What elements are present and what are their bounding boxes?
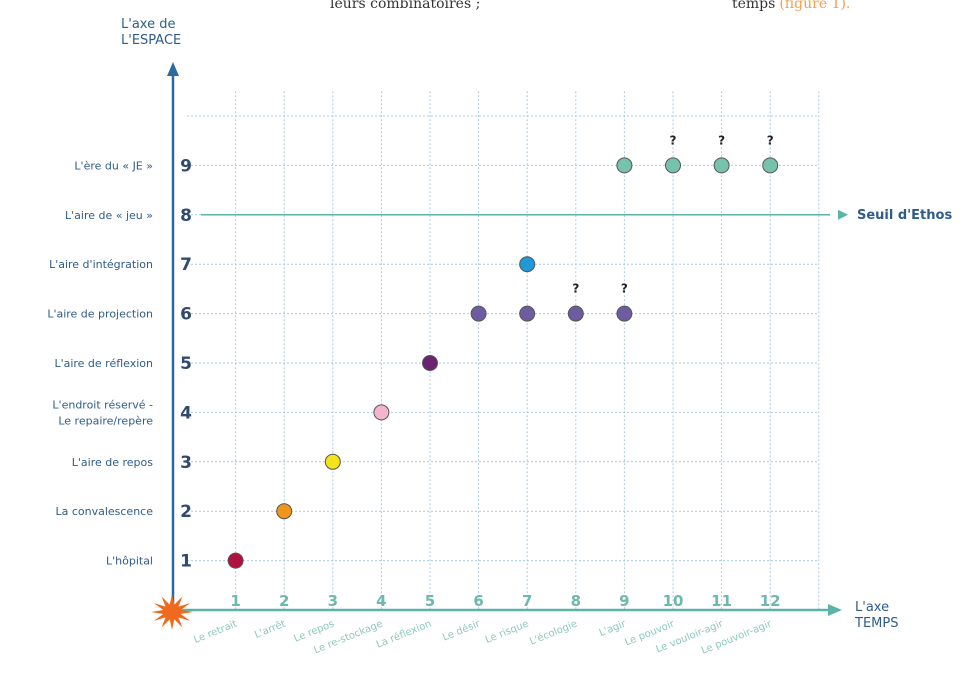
y-category-label: L'aire de « jeu » <box>65 209 153 222</box>
x-tick-label: 1 <box>230 592 240 610</box>
x-axis-title: TEMPS <box>854 616 898 631</box>
x-tick-label: 11 <box>711 592 732 610</box>
data-point <box>616 305 633 322</box>
x-category-label: La réflexion <box>375 618 434 651</box>
x-category-label: L'agir <box>598 618 629 639</box>
data-point <box>227 552 244 569</box>
x-category-label: Le retrait <box>192 619 239 646</box>
data-point <box>324 453 341 470</box>
y-axis-title: L'axe de <box>121 17 175 32</box>
threshold-line-group: Seuil d'Ethos <box>201 208 952 223</box>
x-tick-label: 5 <box>425 592 435 610</box>
y-axis-labels: 1 L'hôpital 2 La convalescence 3 L'aire de re… <box>47 156 192 571</box>
top-text-right: temps (figure 1). <box>732 0 850 12</box>
x-axis-title: L'axe <box>855 600 889 615</box>
data-points: ????? <box>227 133 779 569</box>
top-text-right-prefix: temps <box>732 0 775 12</box>
x-category-label: Le désir <box>441 617 483 643</box>
threshold-label: Seuil d'Ethos <box>857 208 952 223</box>
question-mark: ? <box>621 282 628 296</box>
y-tick-label: 2 <box>180 502 192 522</box>
data-point <box>422 355 438 371</box>
y-category-label: L'aire de repos <box>72 456 154 469</box>
figure-link: (figure 1). <box>779 0 850 12</box>
y-tick-label: 3 <box>180 453 192 473</box>
x-tick-label: 8 <box>571 592 581 610</box>
y-tick-label: 8 <box>180 206 192 226</box>
y-category-label: L'aire d'intégration <box>49 258 153 271</box>
y-tick-label: 4 <box>180 403 192 423</box>
x-category-label: L'écologie <box>528 618 579 648</box>
data-point <box>276 503 293 520</box>
y-tick-label: 5 <box>180 354 192 374</box>
data-point <box>616 157 633 174</box>
y-axis-arrow-icon <box>167 62 179 76</box>
y-category-label: Le repaire/repère <box>58 414 153 427</box>
y-category-label: L'aire de réflexion <box>54 357 153 370</box>
data-point <box>470 305 487 322</box>
x-tick-label: 6 <box>473 592 483 610</box>
y-axis-title: L'ESPACE <box>121 33 181 48</box>
x-category-label: L'arrêt <box>253 618 288 641</box>
x-axis-arrow-icon <box>828 604 842 616</box>
x-tick-label: 10 <box>663 592 684 610</box>
y-tick-label: 6 <box>180 305 192 325</box>
data-point <box>713 157 730 174</box>
x-tick-label: 3 <box>328 592 338 610</box>
data-point <box>762 157 779 174</box>
x-category-label: Le risque <box>484 619 530 646</box>
grid <box>187 91 820 610</box>
x-tick-label: 12 <box>760 592 781 610</box>
threshold-arrow-icon <box>838 209 848 220</box>
question-mark: ? <box>572 282 579 296</box>
data-point <box>665 157 681 174</box>
x-tick-label: 4 <box>376 592 386 610</box>
x-tick-label: 9 <box>619 592 629 610</box>
question-mark: ? <box>767 133 774 147</box>
question-mark: ? <box>718 133 725 147</box>
data-point <box>519 256 536 273</box>
origin-burst-icon <box>151 594 193 630</box>
top-text-fragment: leurs combinatoires ; temps (figure 1). <box>330 0 850 12</box>
y-tick-label: 7 <box>180 255 192 275</box>
data-point <box>519 305 536 322</box>
y-category-label: L'hôpital <box>106 555 153 568</box>
y-category-label: L'endroit réservé - <box>52 398 153 411</box>
top-text-left: leurs combinatoires ; <box>330 0 480 12</box>
x-tick-label: 2 <box>279 592 289 610</box>
x-tick-label: 7 <box>522 592 532 610</box>
data-point <box>567 305 584 322</box>
y-category-label: L'aire de projection <box>47 308 153 321</box>
y-category-label: La convalescence <box>55 505 153 518</box>
data-point <box>373 404 390 421</box>
question-mark: ? <box>670 133 677 147</box>
y-category-label: L'ère du « JE » <box>74 159 153 172</box>
y-tick-label: 9 <box>180 156 192 176</box>
y-tick-label: 1 <box>180 552 192 572</box>
